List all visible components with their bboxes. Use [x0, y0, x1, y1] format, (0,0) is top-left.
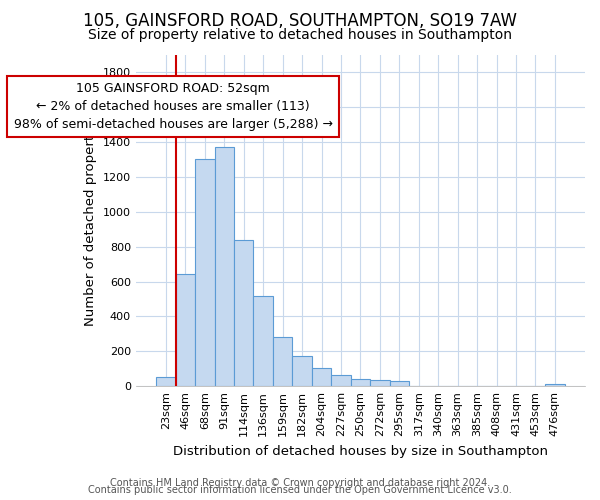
Bar — [292, 356, 312, 386]
Bar — [331, 375, 351, 386]
Text: Contains public sector information licensed under the Open Government Licence v3: Contains public sector information licen… — [88, 485, 512, 495]
Bar — [370, 380, 389, 386]
Text: 105, GAINSFORD ROAD, SOUTHAMPTON, SO19 7AW: 105, GAINSFORD ROAD, SOUTHAMPTON, SO19 7… — [83, 12, 517, 30]
Bar — [176, 274, 195, 386]
Bar — [156, 376, 176, 386]
Bar — [351, 379, 370, 386]
Bar — [273, 338, 292, 386]
Text: 105 GAINSFORD ROAD: 52sqm
← 2% of detached houses are smaller (113)
98% of semi-: 105 GAINSFORD ROAD: 52sqm ← 2% of detach… — [14, 82, 332, 131]
Text: Contains HM Land Registry data © Crown copyright and database right 2024.: Contains HM Land Registry data © Crown c… — [110, 478, 490, 488]
X-axis label: Distribution of detached houses by size in Southampton: Distribution of detached houses by size … — [173, 444, 548, 458]
Bar — [545, 384, 565, 386]
Bar — [312, 368, 331, 386]
Bar — [234, 240, 253, 386]
Text: Size of property relative to detached houses in Southampton: Size of property relative to detached ho… — [88, 28, 512, 42]
Bar — [253, 296, 273, 386]
Y-axis label: Number of detached properties: Number of detached properties — [85, 116, 97, 326]
Bar — [389, 381, 409, 386]
Bar — [195, 158, 215, 386]
Bar — [215, 146, 234, 386]
